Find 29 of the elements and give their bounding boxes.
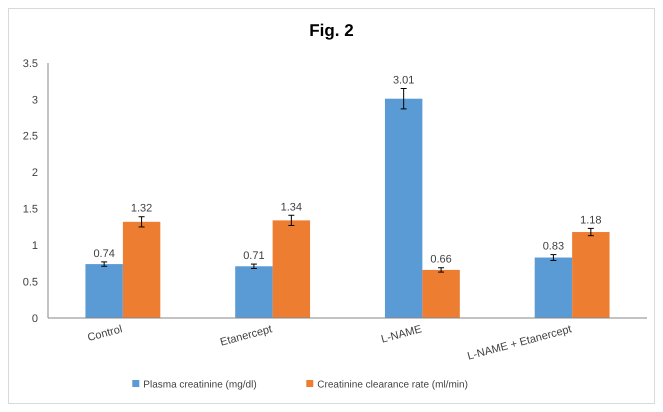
data-label: 0.74 (93, 248, 115, 260)
data-label: 1.18 (580, 214, 602, 226)
y-tick-label: 2 (32, 167, 38, 180)
bar (122, 222, 160, 318)
bar (85, 264, 123, 318)
bar (272, 220, 310, 318)
y-tick-label: 3.5 (22, 58, 38, 70)
y-tick-label: 3 (32, 94, 38, 106)
y-tick-label: 1.5 (22, 204, 38, 216)
y-tick-label: 0 (32, 312, 38, 325)
legend-label: Creatinine clearance rate (ml/min) (317, 380, 468, 390)
data-label: 1.34 (280, 201, 302, 214)
chart-title: Fig. 2 (309, 21, 354, 40)
data-label: 3.01 (392, 74, 414, 86)
bar (534, 258, 572, 318)
bar (572, 232, 610, 318)
data-label: 0.83 (542, 240, 564, 253)
bar (235, 266, 273, 318)
legend-label: Plasma creatinine (mg/dl) (143, 380, 257, 390)
bar (384, 98, 422, 318)
data-label: 0.66 (430, 254, 452, 266)
y-tick-label: 2.5 (22, 130, 38, 143)
y-tick-label: 0.5 (22, 276, 38, 288)
data-label: 1.32 (130, 202, 152, 215)
data-label: 0.71 (243, 250, 265, 262)
bar (422, 270, 460, 318)
y-tick-label: 1 (32, 240, 38, 252)
x-tick-label: Control (86, 323, 124, 344)
x-tick-label: L-NAME (380, 323, 424, 346)
